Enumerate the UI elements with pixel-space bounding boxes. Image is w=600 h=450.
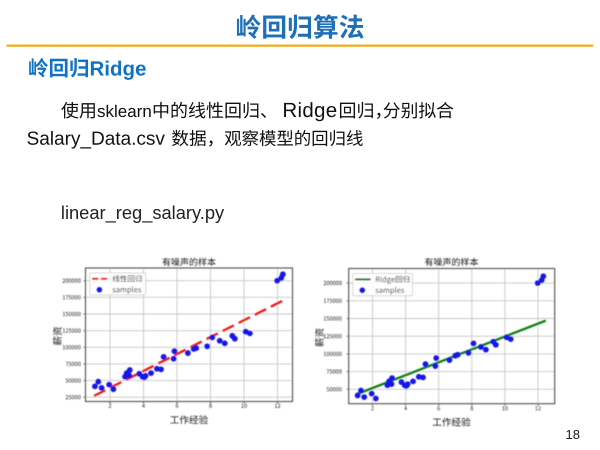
svg-text:linear_reg_salary.py: linear_reg_salary.py (61, 202, 225, 224)
svg-text:18: 18 (566, 427, 580, 442)
